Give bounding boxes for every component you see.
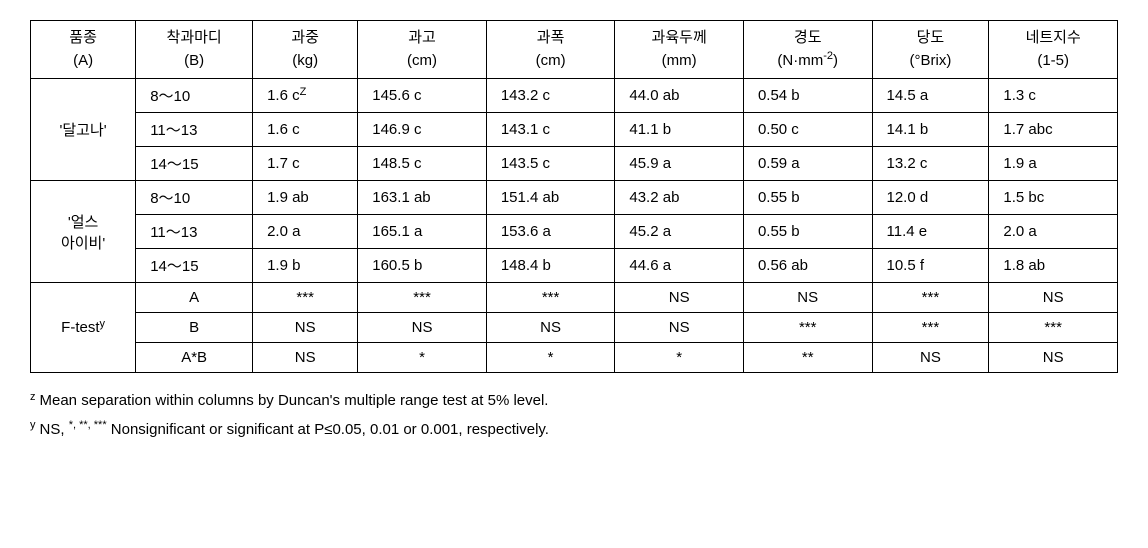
header-firmness-unit: (N·mm-2) bbox=[777, 52, 838, 69]
cell: 2.0 a bbox=[989, 215, 1118, 249]
cultivar-label-earls-ivy: '얼스아이비' bbox=[31, 181, 136, 283]
cell: 43.2 ab bbox=[615, 181, 744, 215]
cell: *** bbox=[872, 283, 989, 313]
cell: 1.8 ab bbox=[989, 249, 1118, 283]
cell: 143.1 c bbox=[486, 113, 615, 147]
table-row: 14～15 1.9 b 160.5 b 148.4 b 44.6 a 0.56 … bbox=[31, 249, 1118, 283]
cell: 8～10 bbox=[136, 79, 253, 113]
footnote-y: yNS, *, **, *** Nonsignificant or signif… bbox=[30, 416, 1118, 445]
cell: 0.59 a bbox=[743, 147, 872, 181]
cell: 1.7 c bbox=[253, 147, 358, 181]
fruit-quality-table: 품종(A) 착과마디(B) 과중(kg) 과고(cm) 과폭(cm) 과육두께(… bbox=[30, 20, 1118, 373]
footnotes: zMean separation within columns by Dunca… bbox=[30, 387, 1118, 444]
table-row: 11～13 2.0 a 165.1 a 153.6 a 45.2 a 0.55 … bbox=[31, 215, 1118, 249]
cell: 10.5 f bbox=[872, 249, 989, 283]
cell: * bbox=[615, 343, 744, 373]
cell: 0.54 b bbox=[743, 79, 872, 113]
cell: 45.2 a bbox=[615, 215, 744, 249]
cell: 165.1 a bbox=[358, 215, 487, 249]
cell: 0.50 c bbox=[743, 113, 872, 147]
cell: NS bbox=[872, 343, 989, 373]
header-height: 과고(cm) bbox=[358, 21, 487, 79]
table-row: 14～15 1.7 c 148.5 c 143.5 c 45.9 a 0.59 … bbox=[31, 147, 1118, 181]
cell: ** bbox=[743, 343, 872, 373]
cell: A bbox=[136, 283, 253, 313]
cell: NS bbox=[989, 343, 1118, 373]
header-brix: 당도(°Brix) bbox=[872, 21, 989, 79]
cell: B bbox=[136, 313, 253, 343]
cell: NS bbox=[989, 283, 1118, 313]
table-row: '달고나' 8～10 1.6 cZ 145.6 c 143.2 c 44.0 a… bbox=[31, 79, 1118, 113]
cell: * bbox=[486, 343, 615, 373]
table-header: 품종(A) 착과마디(B) 과중(kg) 과고(cm) 과폭(cm) 과육두께(… bbox=[31, 21, 1118, 79]
cell: A*B bbox=[136, 343, 253, 373]
cell: 1.9 a bbox=[989, 147, 1118, 181]
cell: 14～15 bbox=[136, 249, 253, 283]
cell: 1.3 c bbox=[989, 79, 1118, 113]
cell: 45.9 a bbox=[615, 147, 744, 181]
cell: NS bbox=[253, 343, 358, 373]
cell: 1.5 bc bbox=[989, 181, 1118, 215]
cell: *** bbox=[358, 283, 487, 313]
table-row: 11～13 1.6 c 146.9 c 143.1 c 41.1 b 0.50 … bbox=[31, 113, 1118, 147]
footnote-z: zMean separation within columns by Dunca… bbox=[30, 387, 1118, 416]
table-row: A*B NS * * * ** NS NS bbox=[31, 343, 1118, 373]
header-firmness: 경도(N·mm-2) bbox=[743, 21, 872, 79]
cell: 8～10 bbox=[136, 181, 253, 215]
cell: 1.6 c bbox=[253, 113, 358, 147]
ftest-label: F-testy bbox=[31, 283, 136, 373]
cell: 41.1 b bbox=[615, 113, 744, 147]
cell: NS bbox=[253, 313, 358, 343]
header-flesh: 과육두께(mm) bbox=[615, 21, 744, 79]
cell: 14.1 b bbox=[872, 113, 989, 147]
cell: 148.4 b bbox=[486, 249, 615, 283]
table-row: '얼스아이비' 8～10 1.9 ab 163.1 ab 151.4 ab 43… bbox=[31, 181, 1118, 215]
cell: *** bbox=[486, 283, 615, 313]
header-width: 과폭(cm) bbox=[486, 21, 615, 79]
cell: 13.2 c bbox=[872, 147, 989, 181]
cell: 11～13 bbox=[136, 113, 253, 147]
cultivar-label-dalgona: '달고나' bbox=[31, 79, 136, 181]
cell: 2.0 a bbox=[253, 215, 358, 249]
cell: *** bbox=[253, 283, 358, 313]
cell: 146.9 c bbox=[358, 113, 487, 147]
cell: *** bbox=[989, 313, 1118, 343]
cell: NS bbox=[615, 313, 744, 343]
cell: 1.9 ab bbox=[253, 181, 358, 215]
cell: 1.7 abc bbox=[989, 113, 1118, 147]
cell: 153.6 a bbox=[486, 215, 615, 249]
cell: 0.55 b bbox=[743, 215, 872, 249]
cell: *** bbox=[872, 313, 989, 343]
header-node: 착과마디(B) bbox=[136, 21, 253, 79]
header-net: 네트지수(1-5) bbox=[989, 21, 1118, 79]
cell: NS bbox=[486, 313, 615, 343]
cell: 14～15 bbox=[136, 147, 253, 181]
cell: NS bbox=[615, 283, 744, 313]
cell: 143.5 c bbox=[486, 147, 615, 181]
table-row: F-testy A *** *** *** NS NS *** NS bbox=[31, 283, 1118, 313]
cell: 1.6 cZ bbox=[253, 79, 358, 113]
cell: 163.1 ab bbox=[358, 181, 487, 215]
cell: NS bbox=[358, 313, 487, 343]
cell: 160.5 b bbox=[358, 249, 487, 283]
cell: 44.0 ab bbox=[615, 79, 744, 113]
cell: * bbox=[358, 343, 487, 373]
cell: NS bbox=[743, 283, 872, 313]
cell: 145.6 c bbox=[358, 79, 487, 113]
header-cultivar: 품종(A) bbox=[31, 21, 136, 79]
cell: 14.5 a bbox=[872, 79, 989, 113]
cell: 0.56 ab bbox=[743, 249, 872, 283]
cell: 148.5 c bbox=[358, 147, 487, 181]
cell: 1.9 b bbox=[253, 249, 358, 283]
cell: 11～13 bbox=[136, 215, 253, 249]
cell: 143.2 c bbox=[486, 79, 615, 113]
cell: 0.55 b bbox=[743, 181, 872, 215]
cell: *** bbox=[743, 313, 872, 343]
cell: 151.4 ab bbox=[486, 181, 615, 215]
cell: 11.4 e bbox=[872, 215, 989, 249]
header-weight: 과중(kg) bbox=[253, 21, 358, 79]
table-row: B NS NS NS NS *** *** *** bbox=[31, 313, 1118, 343]
cell: 44.6 a bbox=[615, 249, 744, 283]
cell: 12.0 d bbox=[872, 181, 989, 215]
